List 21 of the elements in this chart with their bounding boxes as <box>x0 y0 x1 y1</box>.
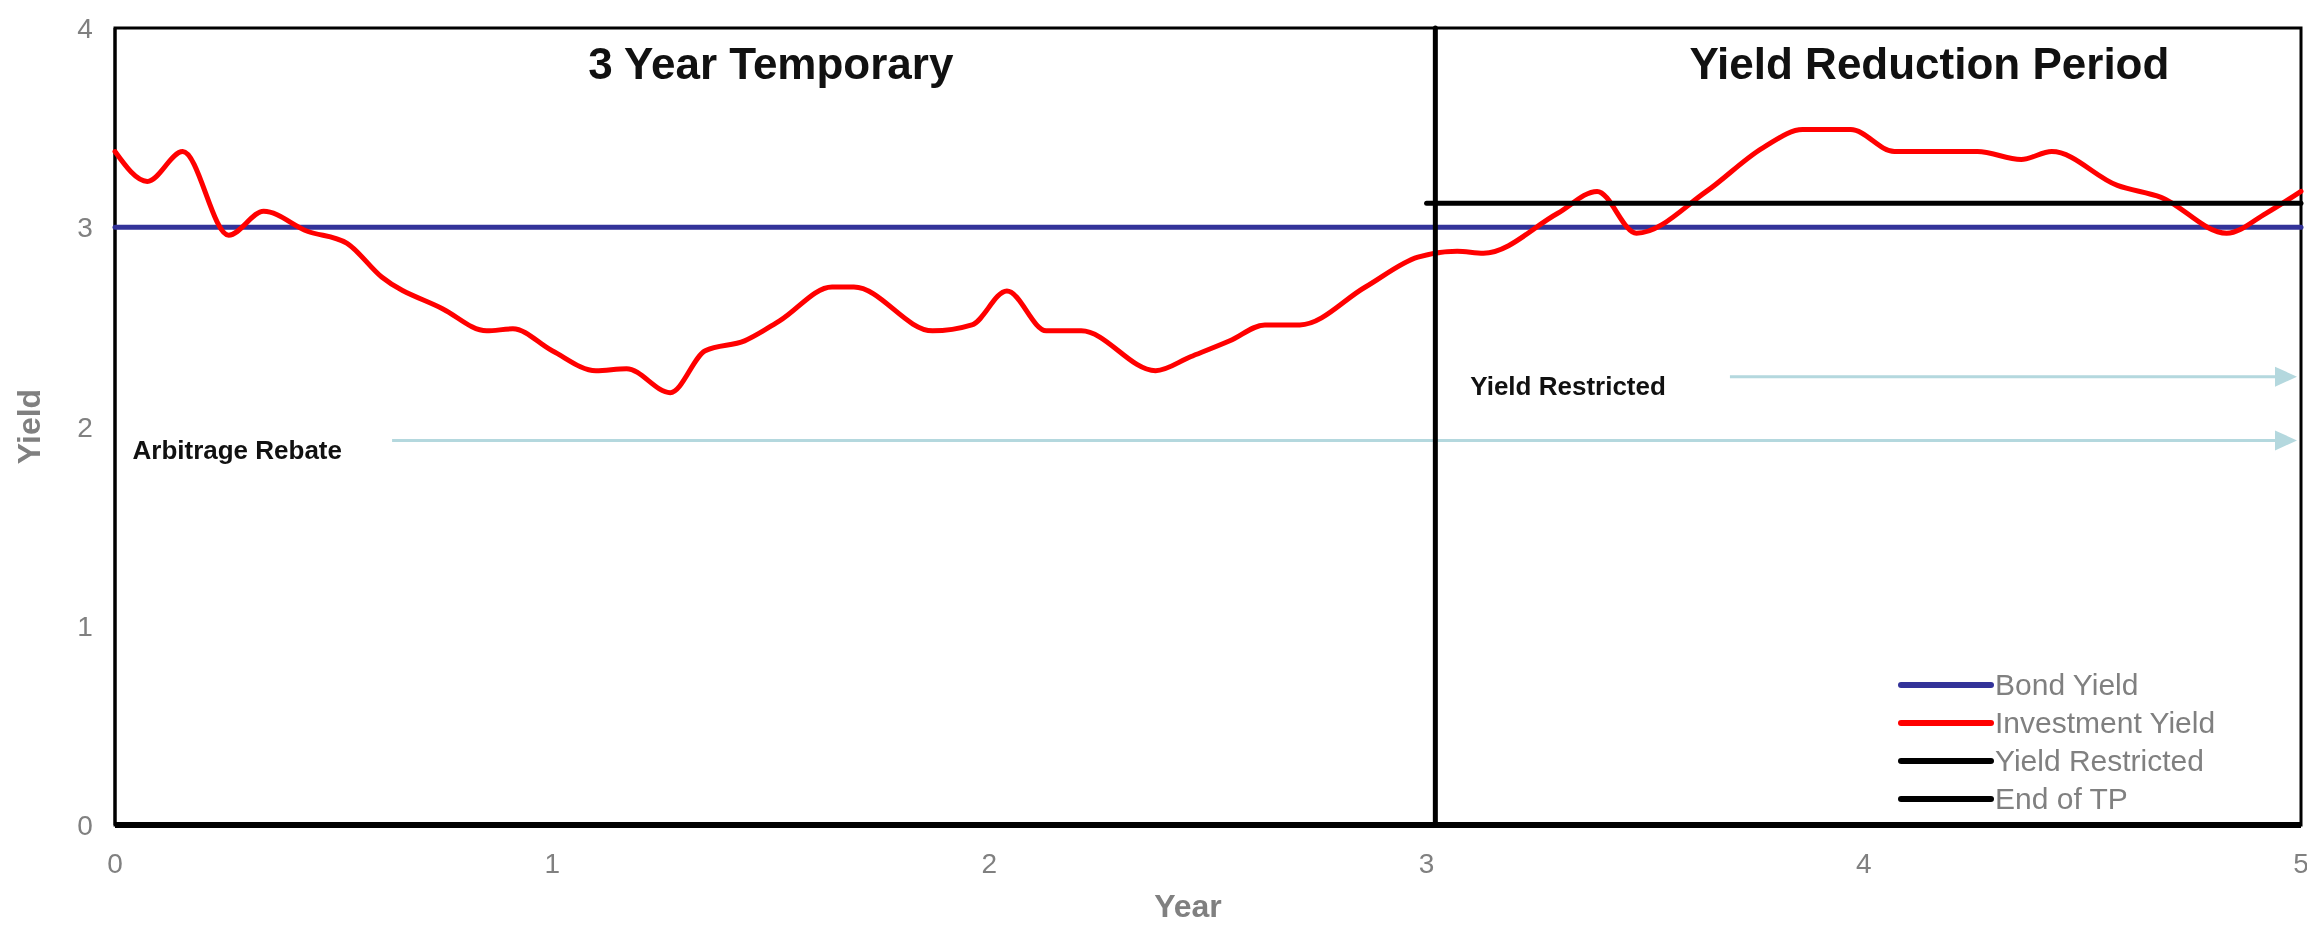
x-tick-label: 4 <box>1856 848 1872 879</box>
annotation: 3 Year Temporary <box>588 38 954 88</box>
y-tick-label: 0 <box>77 810 93 841</box>
y-axis-title: Yield <box>11 388 47 465</box>
y-tick-label: 2 <box>77 411 93 443</box>
annotation: Yield Reduction Period <box>1689 38 2170 88</box>
x-tick-label: 5 <box>2293 848 2309 879</box>
legend-label: Investment Yield <box>1995 706 2216 739</box>
legend-label: End of TP <box>1995 782 2128 815</box>
annotation: Arbitrage Rebate <box>132 435 342 466</box>
x-tick-label: 3 <box>1418 848 1435 879</box>
x-axis-title: Year <box>1154 888 1222 924</box>
legend-label: Bond Yield <box>1995 668 2139 701</box>
y-tick-label: 1 <box>77 610 93 642</box>
legend-label: Yield Restricted <box>1995 744 2204 777</box>
x-tick-label: 2 <box>981 848 998 879</box>
y-tick-label: 3 <box>77 212 93 244</box>
annotation: Yield Restricted <box>1470 371 1666 402</box>
x-tick-label: 0 <box>107 848 123 879</box>
x-tick-label: 1 <box>544 848 560 879</box>
y-tick-label: 4 <box>77 13 93 44</box>
